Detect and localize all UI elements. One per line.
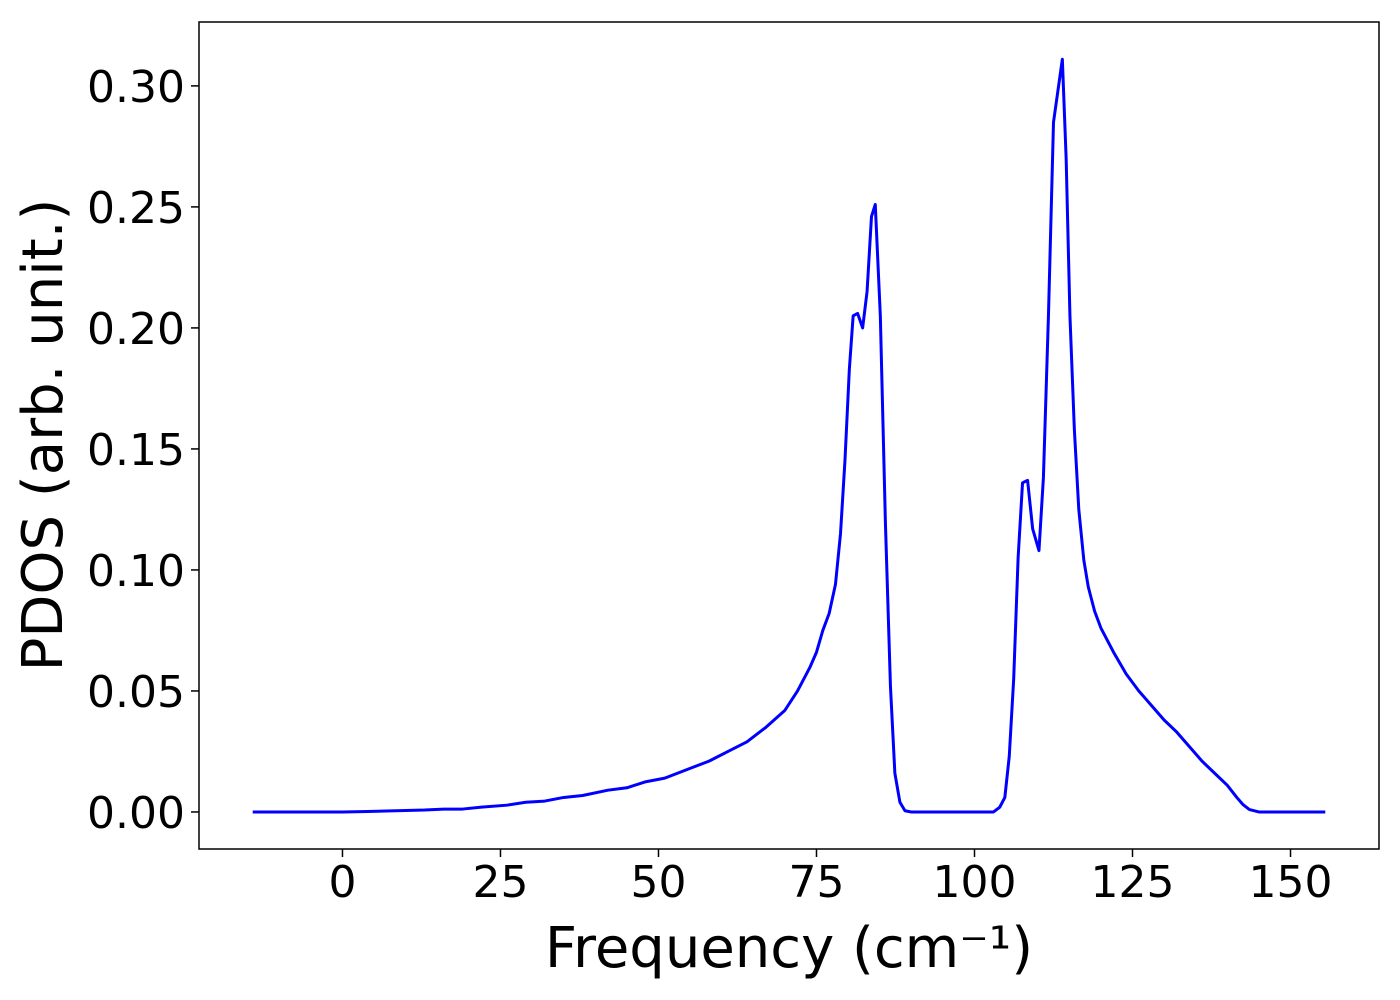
x-tick-label: 0	[328, 857, 356, 908]
y-tick-label: 0.15	[87, 425, 185, 476]
plot-frame	[198, 21, 1380, 850]
data-line	[252, 57, 1326, 814]
x-tick-label: 25	[472, 857, 528, 908]
y-tick-label: 0.30	[87, 62, 185, 113]
x-tick-label: 75	[788, 857, 844, 908]
y-tick-label: 0.05	[87, 667, 185, 718]
x-tick-label: 100	[933, 857, 1017, 908]
x-tick-label: 150	[1249, 857, 1333, 908]
x-tick-label: 125	[1091, 857, 1175, 908]
y-tick-label: 0.00	[87, 788, 185, 839]
y-tick-label: 0.20	[87, 304, 185, 355]
y-tick-label: 0.10	[87, 546, 185, 597]
x-tick-label: 50	[630, 857, 686, 908]
y-tick-label: 0.25	[87, 183, 185, 234]
x-axis-label: Frequency (cm⁻¹)	[545, 916, 1033, 981]
y-axis-label: PDOS (arb. unit.)	[11, 199, 76, 672]
